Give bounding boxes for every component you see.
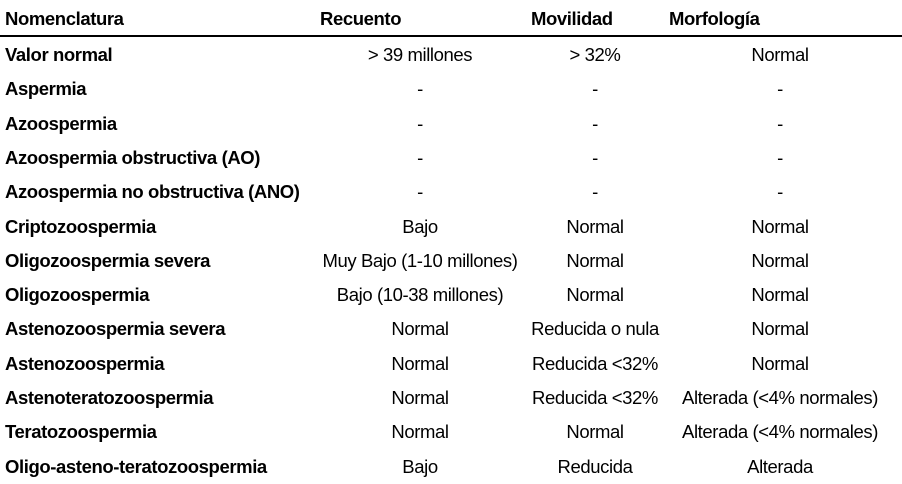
row-morfologia: Normal [751,318,809,340]
table-header: Nomenclatura Recuento Movilidad Morfolog… [0,2,902,36]
header-movilidad: Movilidad [531,8,613,29]
row-morfologia: Alterada [747,455,813,477]
row-name: Astenozoospermia severa [5,318,226,340]
table-row: Teratozoospermia Normal Normal Alterada (<4… [0,415,902,449]
row-movilidad: - [592,146,598,168]
row-movilidad: Normal [566,215,624,237]
row-movilidad: Normal [566,249,624,271]
row-movilidad: - [592,112,598,134]
row-name: Teratozoospermia [5,421,157,443]
row-name: Valor normal [5,44,113,65]
row-morfologia: Normal [751,249,809,271]
row-recuento: - [417,181,423,203]
row-recuento: Muy Bajo (1-10 millones) [322,249,518,271]
row-name: Azoospermia obstructiva (AO) [5,146,261,168]
row-recuento: > 39 millones [367,44,473,65]
row-name: Azoospermia [5,112,117,134]
row-recuento: Bajo (10-38 millones) [336,284,504,306]
table-row: Astenozoospermia severa Normal Reducida o … [0,312,902,346]
row-name: Astenoteratozoospermia [5,387,214,408]
table-row: Valor normal > 39 millones > 32% Normal [0,38,902,72]
row-morfologia: Normal [751,284,809,306]
row-name: Oligo-asteno-teratozoospermia [5,455,267,477]
row-movilidad: Normal [566,284,624,306]
row-recuento: Bajo [402,215,438,237]
row-movilidad: Reducida <32% [532,352,658,374]
row-recuento: Normal [391,318,449,340]
header-nomenclatura: Nomenclatura [5,8,124,29]
row-recuento: - [417,78,423,100]
table-row: Oligozoospermia Bajo (10-38 millones) Norm… [0,278,902,312]
row-recuento: Normal [391,387,449,408]
row-movilidad: - [592,181,598,203]
table-row: Oligo-asteno-teratozoospermia Bajo Reducid… [0,450,902,484]
row-name: Azoospermia no obstructiva (ANO) [5,181,300,203]
row-morfologia: - [777,146,783,168]
table-row: Criptozoospermia Bajo Normal Normal [0,210,902,244]
table-row: Azoospermia no obstructiva (ANO) - - - [0,175,902,209]
header-morfologia: Morfología [669,8,760,29]
row-name: Astenozoospermia [5,352,165,374]
row-morfologia: - [777,181,783,203]
row-recuento: Normal [391,352,449,374]
row-morfologia: Alterada (<4% normales) [682,421,878,443]
row-morfologia: Normal [751,352,809,374]
table-row: Azoospermia - - - [0,107,902,141]
row-movilidad: Reducida o nula [531,318,659,340]
table-row: Astenozoospermia Normal Reducida <32% Norma… [0,347,902,381]
row-name: Oligozoospermia [5,284,150,306]
row-recuento: Bajo [402,455,438,477]
row-movilidad: Reducida [557,455,633,477]
row-movilidad: > 32% [569,44,621,65]
row-recuento: - [417,146,423,168]
row-name: Criptozoospermia [5,215,156,237]
row-morfologia: - [777,112,783,134]
row-name: Aspermia [5,78,87,100]
row-movilidad: Reducida <32% [532,387,658,408]
table-row: Oligozoospermia severa Muy Bajo (1-10 mil… [0,244,902,278]
row-morfologia: - [777,78,783,100]
row-recuento: Normal [391,421,449,443]
table-row: Aspermia - - - [0,72,902,106]
row-morfologia: Alterada (<4% normales) [682,387,878,408]
row-movilidad: Normal [566,421,624,443]
row-recuento: - [417,112,423,134]
row-morfologia: Normal [751,44,809,65]
table-row: Astenoteratozoospermia Normal Reducida <32… [0,381,902,415]
header-recuento: Recuento [320,8,402,29]
header-divider [0,35,902,37]
row-name: Oligozoospermia severa [5,249,211,271]
row-morfologia: Normal [751,215,809,237]
table-row: Azoospermia obstructiva (AO) - - - [0,141,902,175]
row-movilidad: - [592,78,598,100]
